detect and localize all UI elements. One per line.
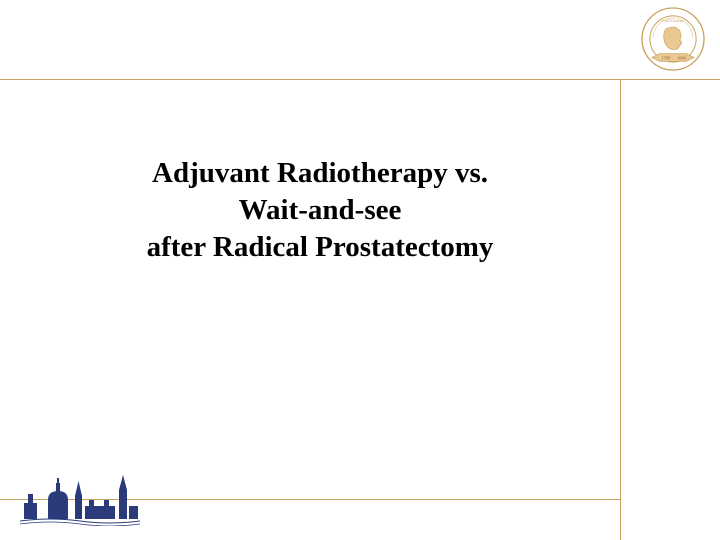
title-line-2: Wait-and-see	[60, 192, 580, 229]
top-divider	[0, 79, 720, 80]
svg-text:1869: 1869	[677, 55, 687, 60]
right-divider	[620, 79, 621, 540]
slide-title: Adjuvant Radiotherapy vs. Wait-and-see a…	[60, 155, 580, 266]
svg-text:1789: 1789	[661, 55, 671, 60]
title-line-1: Adjuvant Radiotherapy vs.	[60, 155, 580, 192]
title-line-3: after Radical Prostatectomy	[60, 229, 580, 266]
city-skyline-icon	[20, 471, 140, 526]
institution-seal-icon: Carl Gustav 1789 1869	[640, 6, 706, 72]
svg-text:Carl Gustav: Carl Gustav	[662, 18, 685, 23]
